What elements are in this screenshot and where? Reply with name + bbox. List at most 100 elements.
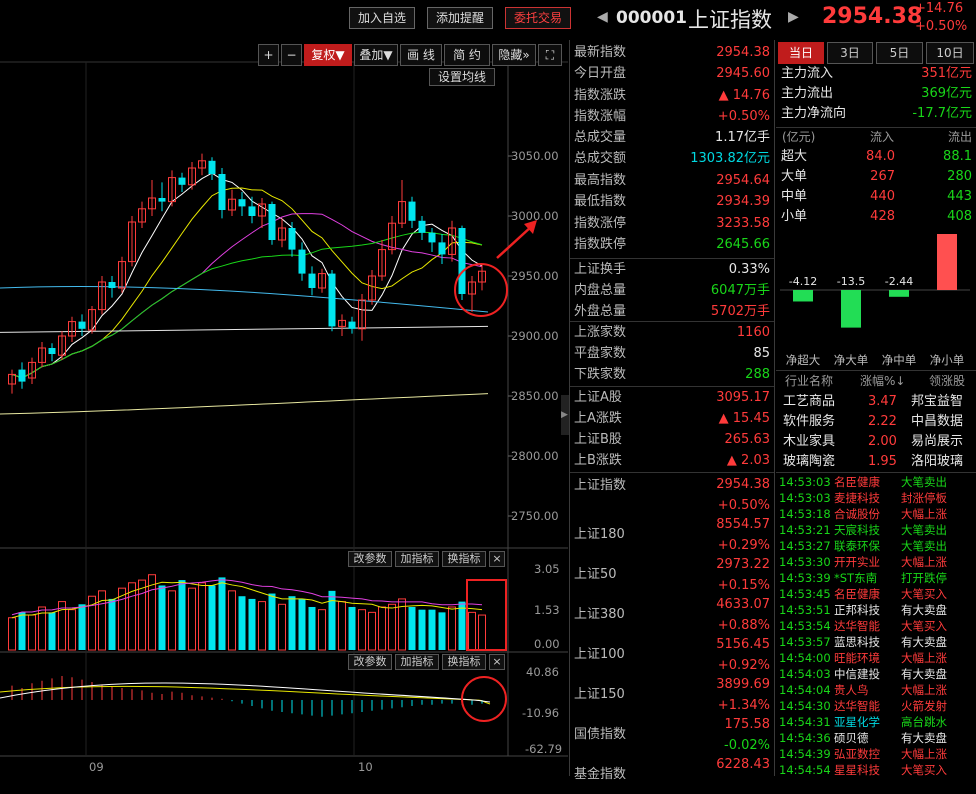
- ma-line: [11, 231, 483, 379]
- switch-indicator-button[interactable]: 换指标: [442, 551, 486, 567]
- ticker-row[interactable]: 14:53:51 正邦科技 有大卖盘: [777, 602, 976, 618]
- industry-row[interactable]: 木业家具 2.00 易尚展示: [780, 432, 974, 452]
- volume-bar: [418, 609, 426, 650]
- industry-row[interactable]: 软件服务 2.22 中昌数据: [780, 412, 974, 432]
- hide-button[interactable]: 隐藏»: [492, 44, 536, 66]
- ticker-stock: 名臣健康: [834, 475, 880, 489]
- ma-line: [0, 393, 489, 415]
- net-flow-bar: [841, 290, 861, 328]
- volume-bar: [258, 601, 266, 651]
- add-indicator-button[interactable]: 加指标: [395, 654, 439, 670]
- index-pct: -0.02%: [724, 738, 770, 753]
- quote-value: ▲ 14.76: [718, 88, 770, 103]
- ticker-row[interactable]: 14:54:54 星星科技 大笔买入: [777, 762, 976, 778]
- index-label: 上证180: [574, 527, 625, 542]
- divider: [570, 386, 774, 387]
- quote-label: 总成交额: [574, 151, 627, 166]
- industry-row[interactable]: 工艺商品 3.47 邦宝益智: [780, 392, 974, 412]
- divider: [570, 321, 774, 322]
- main-flow-label: 主力流入: [781, 66, 834, 81]
- ticker-time: 14:53:21: [779, 523, 831, 537]
- ticker-row[interactable]: 14:54:31 亚星化学 高台跳水: [777, 714, 976, 730]
- flow-in: 440: [870, 189, 895, 204]
- index-row: 上证180 8554.57 +0.29%: [571, 514, 772, 554]
- highlight-box: [466, 579, 507, 651]
- volume-bar: [158, 585, 166, 650]
- edit-params-button[interactable]: 改参数: [348, 551, 392, 567]
- ticker-row[interactable]: 14:54:03 中信建投 有大卖盘: [777, 666, 976, 682]
- ticker-stock: 贵人鸟: [834, 683, 869, 697]
- macd-dea-line: [0, 685, 491, 705]
- quote-label: 上涨家数: [574, 325, 627, 340]
- close-panel-icon[interactable]: ×: [489, 551, 505, 567]
- add-alert-button[interactable]: 添加提醒: [427, 7, 493, 29]
- prev-stock-icon[interactable]: ◀: [597, 9, 608, 25]
- trade-button[interactable]: 委托交易: [505, 7, 571, 29]
- industry-row[interactable]: 玻璃陶瓷 1.95 洛阳玻璃: [780, 452, 974, 472]
- next-stock-icon[interactable]: ▶: [788, 9, 799, 25]
- volume-bar: [148, 574, 156, 651]
- zoom-in-button[interactable]: +: [258, 44, 279, 66]
- draw-line-button[interactable]: 画 线: [400, 44, 442, 66]
- volume-bar: [218, 577, 226, 650]
- main-flow-row: 主力净流向 -17.7亿元: [780, 104, 974, 124]
- ticker-time: 14:53:03: [779, 475, 831, 489]
- index-row: 基金指数 6228.43: [571, 754, 772, 794]
- main-flow-label: 主力流出: [781, 86, 834, 101]
- ticker-row[interactable]: 14:53:57 蓝思科技 有大卖盘: [777, 634, 976, 650]
- overlay-button[interactable]: 叠加▼: [354, 44, 398, 66]
- tab-today[interactable]: 当日: [778, 42, 824, 64]
- ticker-row[interactable]: 14:53:30 开开实业 大幅上涨: [777, 554, 976, 570]
- candle-body: [168, 177, 176, 203]
- simple-mode-button[interactable]: 简 约: [444, 44, 490, 66]
- ticker-row[interactable]: 14:53:21 天宸科技 大笔卖出: [777, 522, 976, 538]
- ticker-row[interactable]: 14:53:03 名臣健康 大笔卖出: [777, 474, 976, 490]
- zoom-out-button[interactable]: −: [281, 44, 302, 66]
- industry-header: 行业名称 涨幅%↓ 领涨股: [785, 374, 966, 388]
- ticker-row[interactable]: 14:54:30 达华智能 火箭发射: [777, 698, 976, 714]
- tab-10day[interactable]: 10日: [926, 42, 974, 64]
- ticker-stock: 达华智能: [834, 699, 880, 713]
- collapse-handle-icon[interactable]: ▶: [561, 395, 569, 435]
- ticker-row[interactable]: 14:54:36 硕贝德 有大卖盘: [777, 730, 976, 746]
- volume-bar: [48, 612, 56, 650]
- add-indicator-button[interactable]: 加指标: [395, 551, 439, 567]
- tab-5day[interactable]: 5日: [876, 42, 923, 64]
- net-flow-chart: -4.12 净超大 -13.5 净大单 -2.44 净中单 20.1 净小单: [780, 232, 970, 367]
- add-watchlist-button[interactable]: 加入自选: [349, 7, 415, 29]
- quote-row: 指数涨停 3233.58: [571, 213, 772, 234]
- date-axis-label: 09: [89, 760, 104, 774]
- close-panel-icon[interactable]: ×: [489, 654, 505, 670]
- ticker-row[interactable]: 14:53:27 联泰环保 大笔卖出: [777, 538, 976, 554]
- ticker-time: 14:54:54: [779, 763, 831, 777]
- ma-setting-button[interactable]: 设置均线: [429, 68, 495, 86]
- index-row: 上证380 4633.07 +0.88%: [571, 594, 772, 634]
- ticker-row[interactable]: 14:53:45 名臣健康 大笔买入: [777, 586, 976, 602]
- volume-bar: [228, 590, 236, 651]
- industry-leader: 易尚展示: [911, 434, 964, 449]
- ticker-time: 14:54:04: [779, 683, 831, 697]
- candle-body: [118, 261, 126, 289]
- ticker-row[interactable]: 14:53:18 合诚股份 大幅上涨: [777, 506, 976, 522]
- switch-indicator-button[interactable]: 换指标: [442, 654, 486, 670]
- edit-params-button[interactable]: 改参数: [348, 654, 392, 670]
- ticker-row[interactable]: 14:54:39 弘亚数控 大幅上涨: [777, 746, 976, 762]
- adjust-button[interactable]: 复权▼: [304, 44, 352, 66]
- ticker-row[interactable]: 14:54:04 贵人鸟 大幅上涨: [777, 682, 976, 698]
- tab-3day[interactable]: 3日: [827, 42, 873, 64]
- ticker-action: 大幅上涨: [901, 555, 947, 569]
- ticker-row[interactable]: 14:53:39 *ST东南 打开跌停: [777, 570, 976, 586]
- fullscreen-icon[interactable]: ⛶: [538, 44, 562, 66]
- ticker-action: 大笔买入: [901, 587, 947, 601]
- ticker-action: 打开跌停: [901, 571, 947, 585]
- quote-row: 上A涨跌 ▲ 15.45: [571, 408, 772, 429]
- ticker-row[interactable]: 14:53:03 麦捷科技 封涨停板: [777, 490, 976, 506]
- ticker-row[interactable]: 14:54:00 旺能环境 大幅上涨: [777, 650, 976, 666]
- candle-body: [208, 160, 216, 174]
- kline-chart[interactable]: [0, 40, 568, 776]
- net-flow-name: 净大单: [834, 353, 869, 367]
- ticker-row[interactable]: 14:53:54 达华智能 大笔买入: [777, 618, 976, 634]
- ticker-action: 火箭发射: [901, 699, 947, 713]
- index-value: 8554.57: [716, 517, 770, 532]
- flow-out: 408: [947, 209, 972, 224]
